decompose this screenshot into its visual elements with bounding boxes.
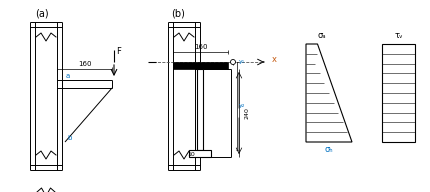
Text: b: b — [68, 135, 72, 141]
Bar — [381, 44, 414, 142]
Text: τᵥ: τᵥ — [393, 31, 402, 41]
Bar — [189, 150, 211, 157]
Text: (b): (b) — [171, 8, 184, 18]
Bar — [172, 62, 227, 69]
Text: 160: 160 — [194, 44, 207, 50]
Circle shape — [230, 60, 235, 65]
Text: y₂: y₂ — [238, 103, 245, 108]
Text: a: a — [66, 73, 70, 79]
Bar — [197, 69, 203, 150]
Polygon shape — [305, 44, 351, 142]
Text: y₁: y₁ — [238, 60, 245, 65]
Text: 240: 240 — [244, 107, 249, 119]
Text: σₕ: σₕ — [324, 146, 332, 155]
Text: 160: 160 — [77, 61, 91, 67]
Text: σₐ: σₐ — [317, 31, 326, 41]
Text: x: x — [271, 55, 276, 65]
Text: (a): (a) — [35, 9, 49, 19]
Text: F: F — [116, 47, 121, 56]
Text: 10: 10 — [187, 151, 195, 156]
